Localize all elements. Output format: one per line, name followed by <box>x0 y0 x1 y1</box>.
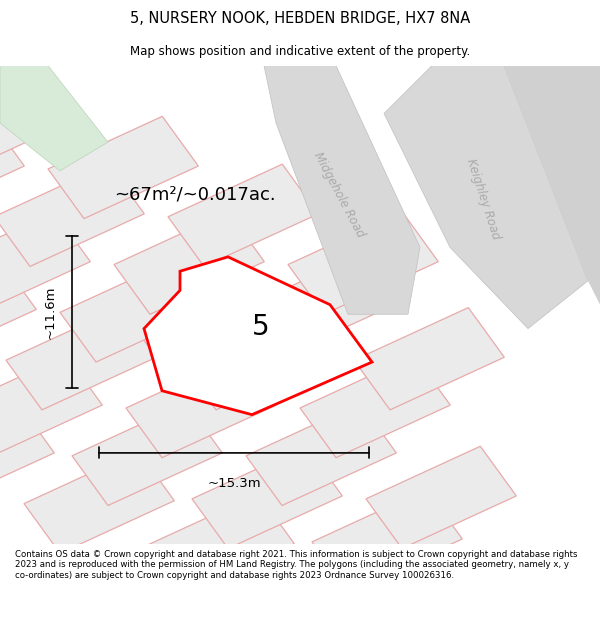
Polygon shape <box>144 257 372 414</box>
Text: Contains OS data © Crown copyright and database right 2021. This information is : Contains OS data © Crown copyright and d… <box>15 550 577 580</box>
Polygon shape <box>180 308 331 410</box>
Text: Midgehole Road: Midgehole Road <box>311 150 367 239</box>
Polygon shape <box>0 66 108 171</box>
Polygon shape <box>0 403 55 506</box>
Polygon shape <box>366 446 517 549</box>
Polygon shape <box>72 403 223 506</box>
Text: Map shows position and indicative extent of the property.: Map shows position and indicative extent… <box>130 45 470 58</box>
Text: Keighley Road: Keighley Road <box>464 158 502 242</box>
Polygon shape <box>300 356 451 457</box>
Polygon shape <box>144 494 295 596</box>
Polygon shape <box>48 116 199 219</box>
Polygon shape <box>126 356 277 457</box>
Polygon shape <box>6 308 157 410</box>
Polygon shape <box>0 260 37 362</box>
Polygon shape <box>504 66 600 304</box>
Polygon shape <box>192 446 343 549</box>
Polygon shape <box>384 66 588 329</box>
Polygon shape <box>0 164 145 266</box>
Polygon shape <box>312 489 463 591</box>
Polygon shape <box>24 451 175 553</box>
Polygon shape <box>288 212 439 314</box>
Polygon shape <box>0 212 91 314</box>
Text: ~11.6m: ~11.6m <box>44 285 57 339</box>
Polygon shape <box>60 260 211 362</box>
Polygon shape <box>0 356 103 457</box>
Text: 5: 5 <box>252 313 270 341</box>
Text: ~15.3m: ~15.3m <box>207 477 261 490</box>
Text: 5, NURSERY NOOK, HEBDEN BRIDGE, HX7 8NA: 5, NURSERY NOOK, HEBDEN BRIDGE, HX7 8NA <box>130 11 470 26</box>
Polygon shape <box>0 69 79 171</box>
Polygon shape <box>354 308 505 410</box>
Polygon shape <box>234 260 385 362</box>
Text: ~67m²/~0.017ac.: ~67m²/~0.017ac. <box>114 186 275 204</box>
Polygon shape <box>168 164 319 266</box>
Polygon shape <box>246 403 397 506</box>
Polygon shape <box>114 212 265 314</box>
Polygon shape <box>264 66 420 314</box>
Polygon shape <box>0 116 25 219</box>
